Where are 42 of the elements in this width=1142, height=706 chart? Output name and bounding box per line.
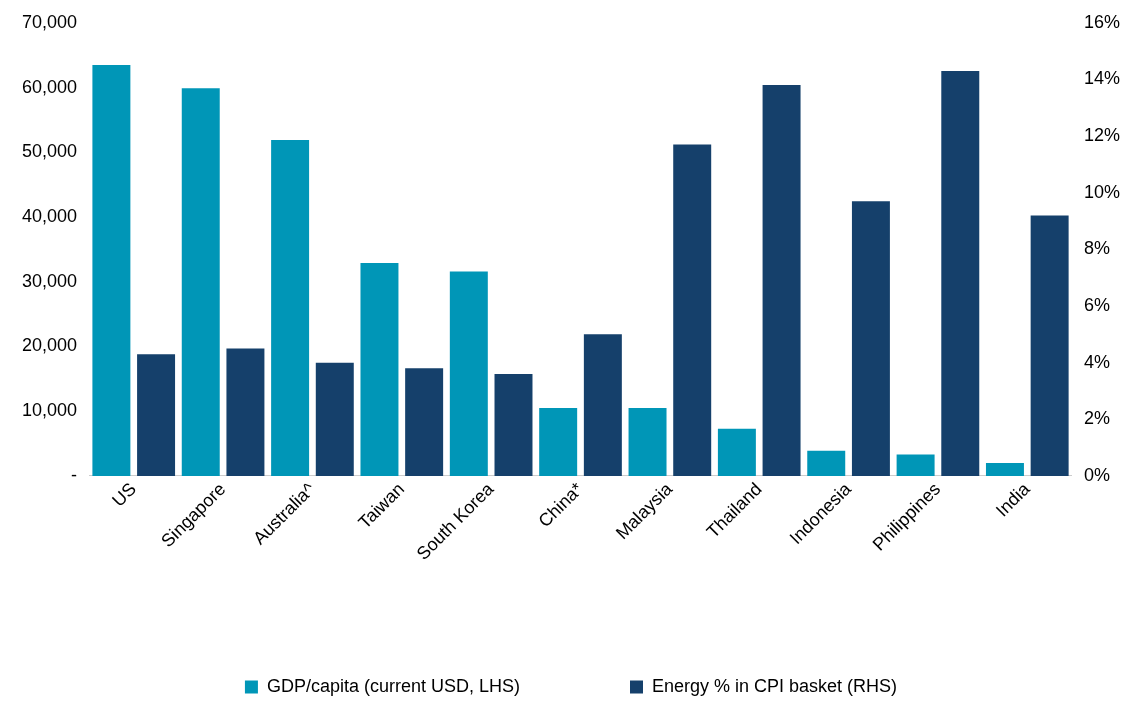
bar bbox=[494, 374, 533, 476]
y2-tick-label: 8% bbox=[1083, 238, 1110, 259]
bar bbox=[271, 139, 310, 476]
y2-tick-label: 10% bbox=[1083, 181, 1120, 202]
bar bbox=[1030, 215, 1069, 476]
legend-label: Energy % in CPI basket (RHS) bbox=[651, 675, 898, 696]
bar bbox=[226, 348, 265, 476]
bar bbox=[360, 262, 399, 476]
y-tick-label: 50,000 bbox=[21, 141, 78, 162]
bar bbox=[583, 334, 622, 476]
bar bbox=[717, 428, 756, 476]
y2-tick-label: 16% bbox=[1083, 11, 1120, 32]
bar bbox=[673, 144, 712, 476]
bar bbox=[896, 454, 935, 476]
bar bbox=[807, 450, 846, 476]
y2-tick-label: 14% bbox=[1083, 68, 1120, 89]
y-tick-label: 20,000 bbox=[21, 335, 78, 356]
y-tick-label: - bbox=[71, 464, 78, 485]
y-tick-label: 60,000 bbox=[21, 76, 78, 97]
y-tick-label: 70,000 bbox=[21, 11, 78, 32]
bar bbox=[181, 88, 220, 476]
y2-tick-label: 2% bbox=[1083, 408, 1110, 429]
bar bbox=[405, 368, 444, 476]
legend-label: GDP/capita (current USD, LHS) bbox=[266, 675, 520, 696]
y2-tick-label: 6% bbox=[1083, 295, 1110, 315]
x-tick-label: US bbox=[108, 478, 141, 511]
bar bbox=[539, 407, 578, 476]
y-tick-label: 10,000 bbox=[21, 400, 78, 421]
bar bbox=[315, 362, 354, 476]
bar bbox=[941, 70, 980, 476]
bar bbox=[762, 85, 801, 476]
bar bbox=[851, 201, 890, 476]
bar bbox=[449, 271, 488, 476]
bar bbox=[137, 354, 176, 476]
y-tick-label: 30,000 bbox=[21, 270, 78, 291]
y2-tick-label: 4% bbox=[1083, 351, 1110, 372]
bar bbox=[92, 64, 131, 476]
y2-tick-label: 12% bbox=[1083, 125, 1120, 146]
bar bbox=[628, 407, 667, 476]
y-tick-label: 40,000 bbox=[21, 205, 78, 226]
y2-tick-label: 0% bbox=[1083, 464, 1110, 485]
bar bbox=[985, 463, 1024, 476]
